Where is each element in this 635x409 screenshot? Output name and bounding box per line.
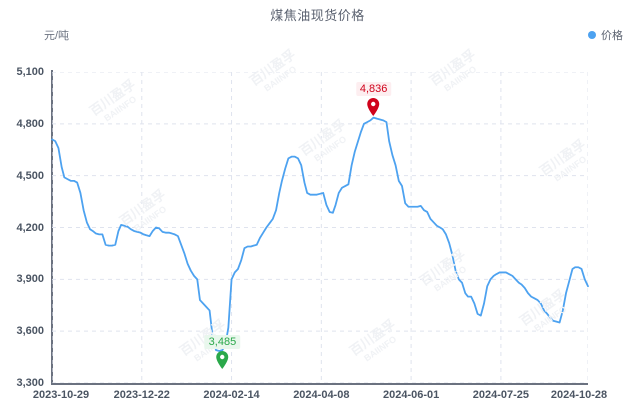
plot-area <box>51 72 589 383</box>
x-axis-tick-label: 2024-02-14 <box>203 389 260 401</box>
min-value-marker: 3,485 <box>204 332 241 370</box>
x-axis-tick-label: 2024-07-25 <box>472 389 530 401</box>
y-axis-unit-label: 元/吨 <box>44 30 70 42</box>
y-axis-tick-label: 4,200 <box>16 221 44 234</box>
max-value-label: 4,836 <box>355 81 392 96</box>
y-axis-tick-label: 4,500 <box>16 169 44 182</box>
map-pin-icon <box>367 97 380 116</box>
x-axis-tick-label: 2024-04-08 <box>293 389 350 401</box>
map-pin-icon <box>216 351 229 370</box>
chart-legend[interactable]: 价格 <box>588 27 623 43</box>
x-axis-tick-label: 2023-12-22 <box>113 389 170 401</box>
y-axis-tick-label: 3,300 <box>16 377 44 389</box>
legend-item-label: 价格 <box>601 30 623 42</box>
chart-title: 煤焦油现货价格 <box>270 8 365 23</box>
y-axis-tick-label: 4,800 <box>16 117 44 130</box>
x-axis-tick-label: 2024-06-01 <box>382 389 440 401</box>
max-value-marker: 4,836 <box>355 79 392 116</box>
gridlines <box>52 72 588 383</box>
x-axis-tick-label: 2024-10-28 <box>550 389 608 401</box>
y-axis-tick-label: 3,600 <box>16 325 44 338</box>
y-axis-tick-label: 3,900 <box>16 273 44 286</box>
y-axis-tick-label: 5,100 <box>16 66 44 78</box>
price-line-series <box>51 116 589 352</box>
legend-dot-icon <box>588 31 596 39</box>
x-axis-tick-label: 2023-10-29 <box>32 389 90 401</box>
x-axis-line <box>51 383 588 385</box>
min-value-label: 3,485 <box>204 335 241 350</box>
